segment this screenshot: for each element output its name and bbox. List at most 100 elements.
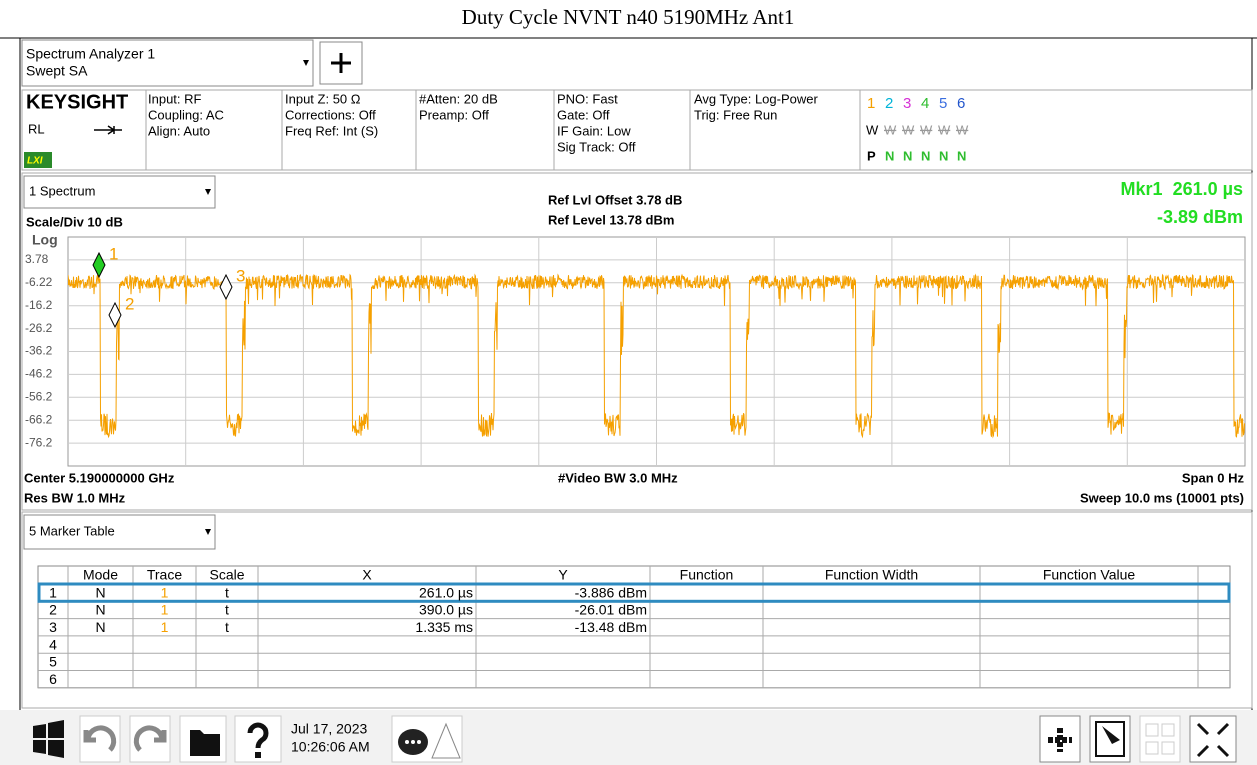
trace-type: W: [902, 122, 915, 137]
detector: N: [939, 148, 948, 163]
scale: Scale/Div 10 dB: [26, 214, 123, 229]
status-text: Gate: Off: [557, 107, 610, 122]
status-text: Input: RF: [148, 91, 202, 106]
taskbar-icons[interactable]: [33, 715, 1237, 763]
y-label: 3.78: [25, 252, 49, 266]
table-cell: -26.01 dBm: [575, 602, 647, 618]
status-text: Trig: Free Run: [694, 107, 777, 122]
video-bw: #Video BW 3.0 MHz: [558, 470, 678, 485]
trace-type: W: [920, 122, 933, 137]
table-cell: 6: [49, 671, 57, 687]
status-text: PNO: Fast: [557, 91, 618, 106]
table-cell: 1: [161, 602, 169, 618]
detector: N: [903, 148, 912, 163]
table-header: Function: [680, 567, 734, 583]
status-text: Input Z: 50 Ω: [285, 91, 361, 106]
marker-label: 2: [125, 294, 134, 313]
dropdown-arrow: [205, 529, 211, 535]
status-text: Align: Auto: [148, 123, 210, 138]
selected-row: [37, 582, 1231, 603]
time: 10:26:06 AM: [291, 739, 370, 755]
trace-number: 2: [885, 95, 893, 112]
table-cell: 261.0 µs: [419, 584, 473, 600]
table-header: Function Value: [1043, 567, 1136, 583]
table-cell: t: [225, 584, 229, 600]
table-cell: N: [95, 602, 105, 618]
marker: [219, 273, 233, 301]
sweep: Sweep 10.0 ms (10001 pts): [1080, 490, 1244, 505]
trace-type: W: [956, 122, 969, 137]
ref-level: Ref Level 13.78 dBm: [548, 212, 674, 227]
table-cell: 4: [49, 636, 57, 652]
dropdown-arrow: [205, 189, 211, 195]
plus-icon: [331, 53, 351, 73]
y-label: -26.2: [25, 321, 53, 335]
status-text: Avg Type: Log-Power: [694, 91, 818, 106]
table-header: Y: [558, 567, 568, 583]
lxi: LXI: [27, 156, 43, 167]
marker: [108, 301, 122, 329]
trace-number: 6: [957, 95, 965, 112]
y-label: -46.2: [25, 367, 53, 381]
marker: [92, 251, 106, 279]
status-text: Freq Ref: Int (S): [285, 123, 378, 138]
y-label: -56.2: [25, 389, 53, 403]
table-cell: N: [95, 584, 105, 600]
span: Span 0 Hz: [1182, 470, 1245, 485]
status-bar: [21, 89, 1253, 171]
marker-y: -3.89 dBm: [1157, 207, 1243, 227]
date: Jul 17, 2023: [291, 721, 367, 737]
dropdown-arrow: [303, 60, 309, 66]
status-text: Preamp: Off: [419, 107, 489, 122]
scale-type: Log: [32, 232, 58, 248]
table-cell: -3.886 dBm: [575, 584, 647, 600]
ref-offset: Ref Lvl Offset 3.78 dB: [548, 192, 682, 207]
detector: P: [867, 148, 876, 163]
marker-table: [37, 565, 1231, 689]
table-cell: 3: [49, 619, 57, 635]
detector: N: [957, 148, 966, 163]
trace-number: 4: [921, 95, 929, 112]
app-mode: Swept SA: [26, 63, 88, 79]
rl: RL: [28, 121, 45, 136]
table-header: Scale: [209, 567, 244, 583]
table-cell: 1: [161, 619, 169, 635]
marker-label: 1: [109, 244, 118, 263]
table-header: Function Width: [825, 567, 918, 583]
table-cell: N: [95, 619, 105, 635]
center: Center 5.190000000 GHz: [24, 470, 175, 485]
status-dividers: [145, 90, 861, 170]
window-dropdown[interactable]: [23, 175, 216, 209]
y-label: -16.2: [25, 298, 53, 312]
trace-type: W: [866, 122, 879, 137]
trace: [68, 273, 1245, 439]
trace-number: 5: [939, 95, 947, 112]
table-header: X: [362, 567, 372, 583]
rl-icon: [94, 125, 122, 135]
lxi-badge: [24, 152, 52, 168]
y-label: -66.2: [25, 412, 53, 426]
brand: KEYSIGHT: [26, 91, 128, 113]
status-text: Corrections: Off: [285, 107, 376, 122]
table-cell: t: [225, 602, 229, 618]
trace-number: 3: [903, 95, 911, 112]
table-cell: 5: [49, 654, 57, 670]
app-dropdown[interactable]: [21, 39, 314, 87]
status-text: #Atten: 20 dB: [419, 91, 498, 106]
table-dropdown[interactable]: [23, 514, 216, 550]
marker-x: Mkr1 261.0 µs: [1121, 179, 1243, 199]
table-cell: 1: [49, 584, 57, 600]
status-text: IF Gain: Low: [557, 123, 631, 138]
app-name: Spectrum Analyzer 1: [26, 46, 155, 62]
table-cell: 1: [161, 584, 169, 600]
marker-label: 3: [236, 266, 245, 285]
table-header: Mode: [83, 567, 118, 583]
table-cell: 2: [49, 602, 57, 618]
trace-number: 1: [867, 95, 875, 112]
table-window: 5 Marker Table: [29, 523, 115, 538]
grid: [68, 237, 1245, 466]
table-header: Trace: [147, 567, 182, 583]
y-label: -6.22: [25, 275, 53, 289]
